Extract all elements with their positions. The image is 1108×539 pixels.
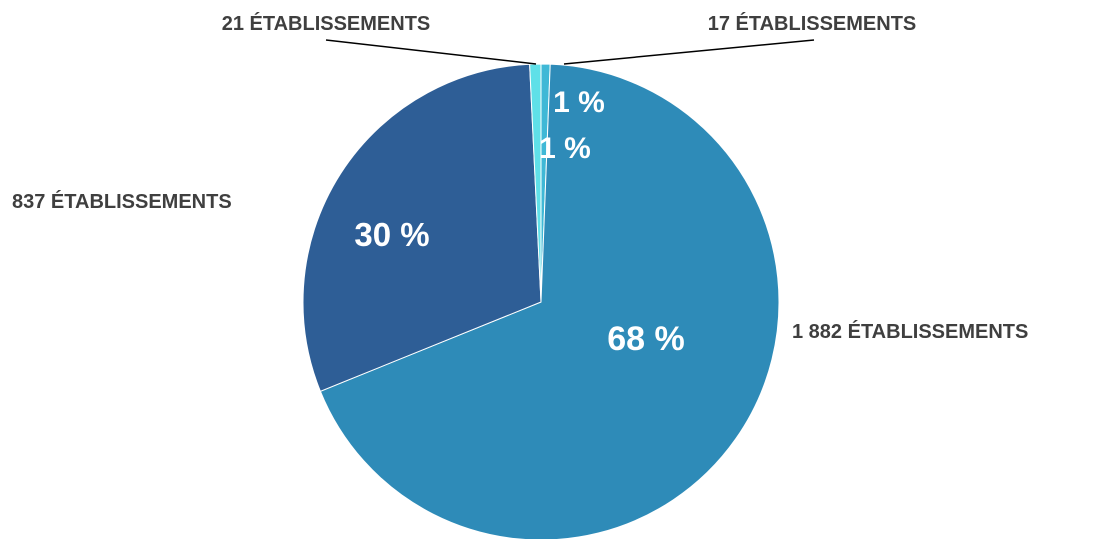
slice-percent-label-1882: 68 % <box>607 320 685 358</box>
slice-percent-label-837: 30 % <box>354 216 429 253</box>
pie-slice-1882 <box>319 63 780 539</box>
pie-slice-837 <box>302 63 542 392</box>
slice-label-17: 17 ÉTABLISSEMENTS <box>708 12 917 35</box>
slice-label-1882: 1 882 ÉTABLISSEMENTS <box>792 320 1028 343</box>
leader-line-21 <box>325 39 537 65</box>
slice-label-21: 21 ÉTABLISSEMENTS <box>222 12 431 35</box>
pie-slices <box>302 63 780 539</box>
slice-percent-label-17: 1 % <box>553 86 605 119</box>
leader-lines <box>325 39 815 65</box>
slice-label-837: 837 ÉTABLISSEMENTS <box>12 190 232 213</box>
leader-line-17 <box>563 39 815 65</box>
slice-percent-label-21: 1 % <box>539 132 591 165</box>
